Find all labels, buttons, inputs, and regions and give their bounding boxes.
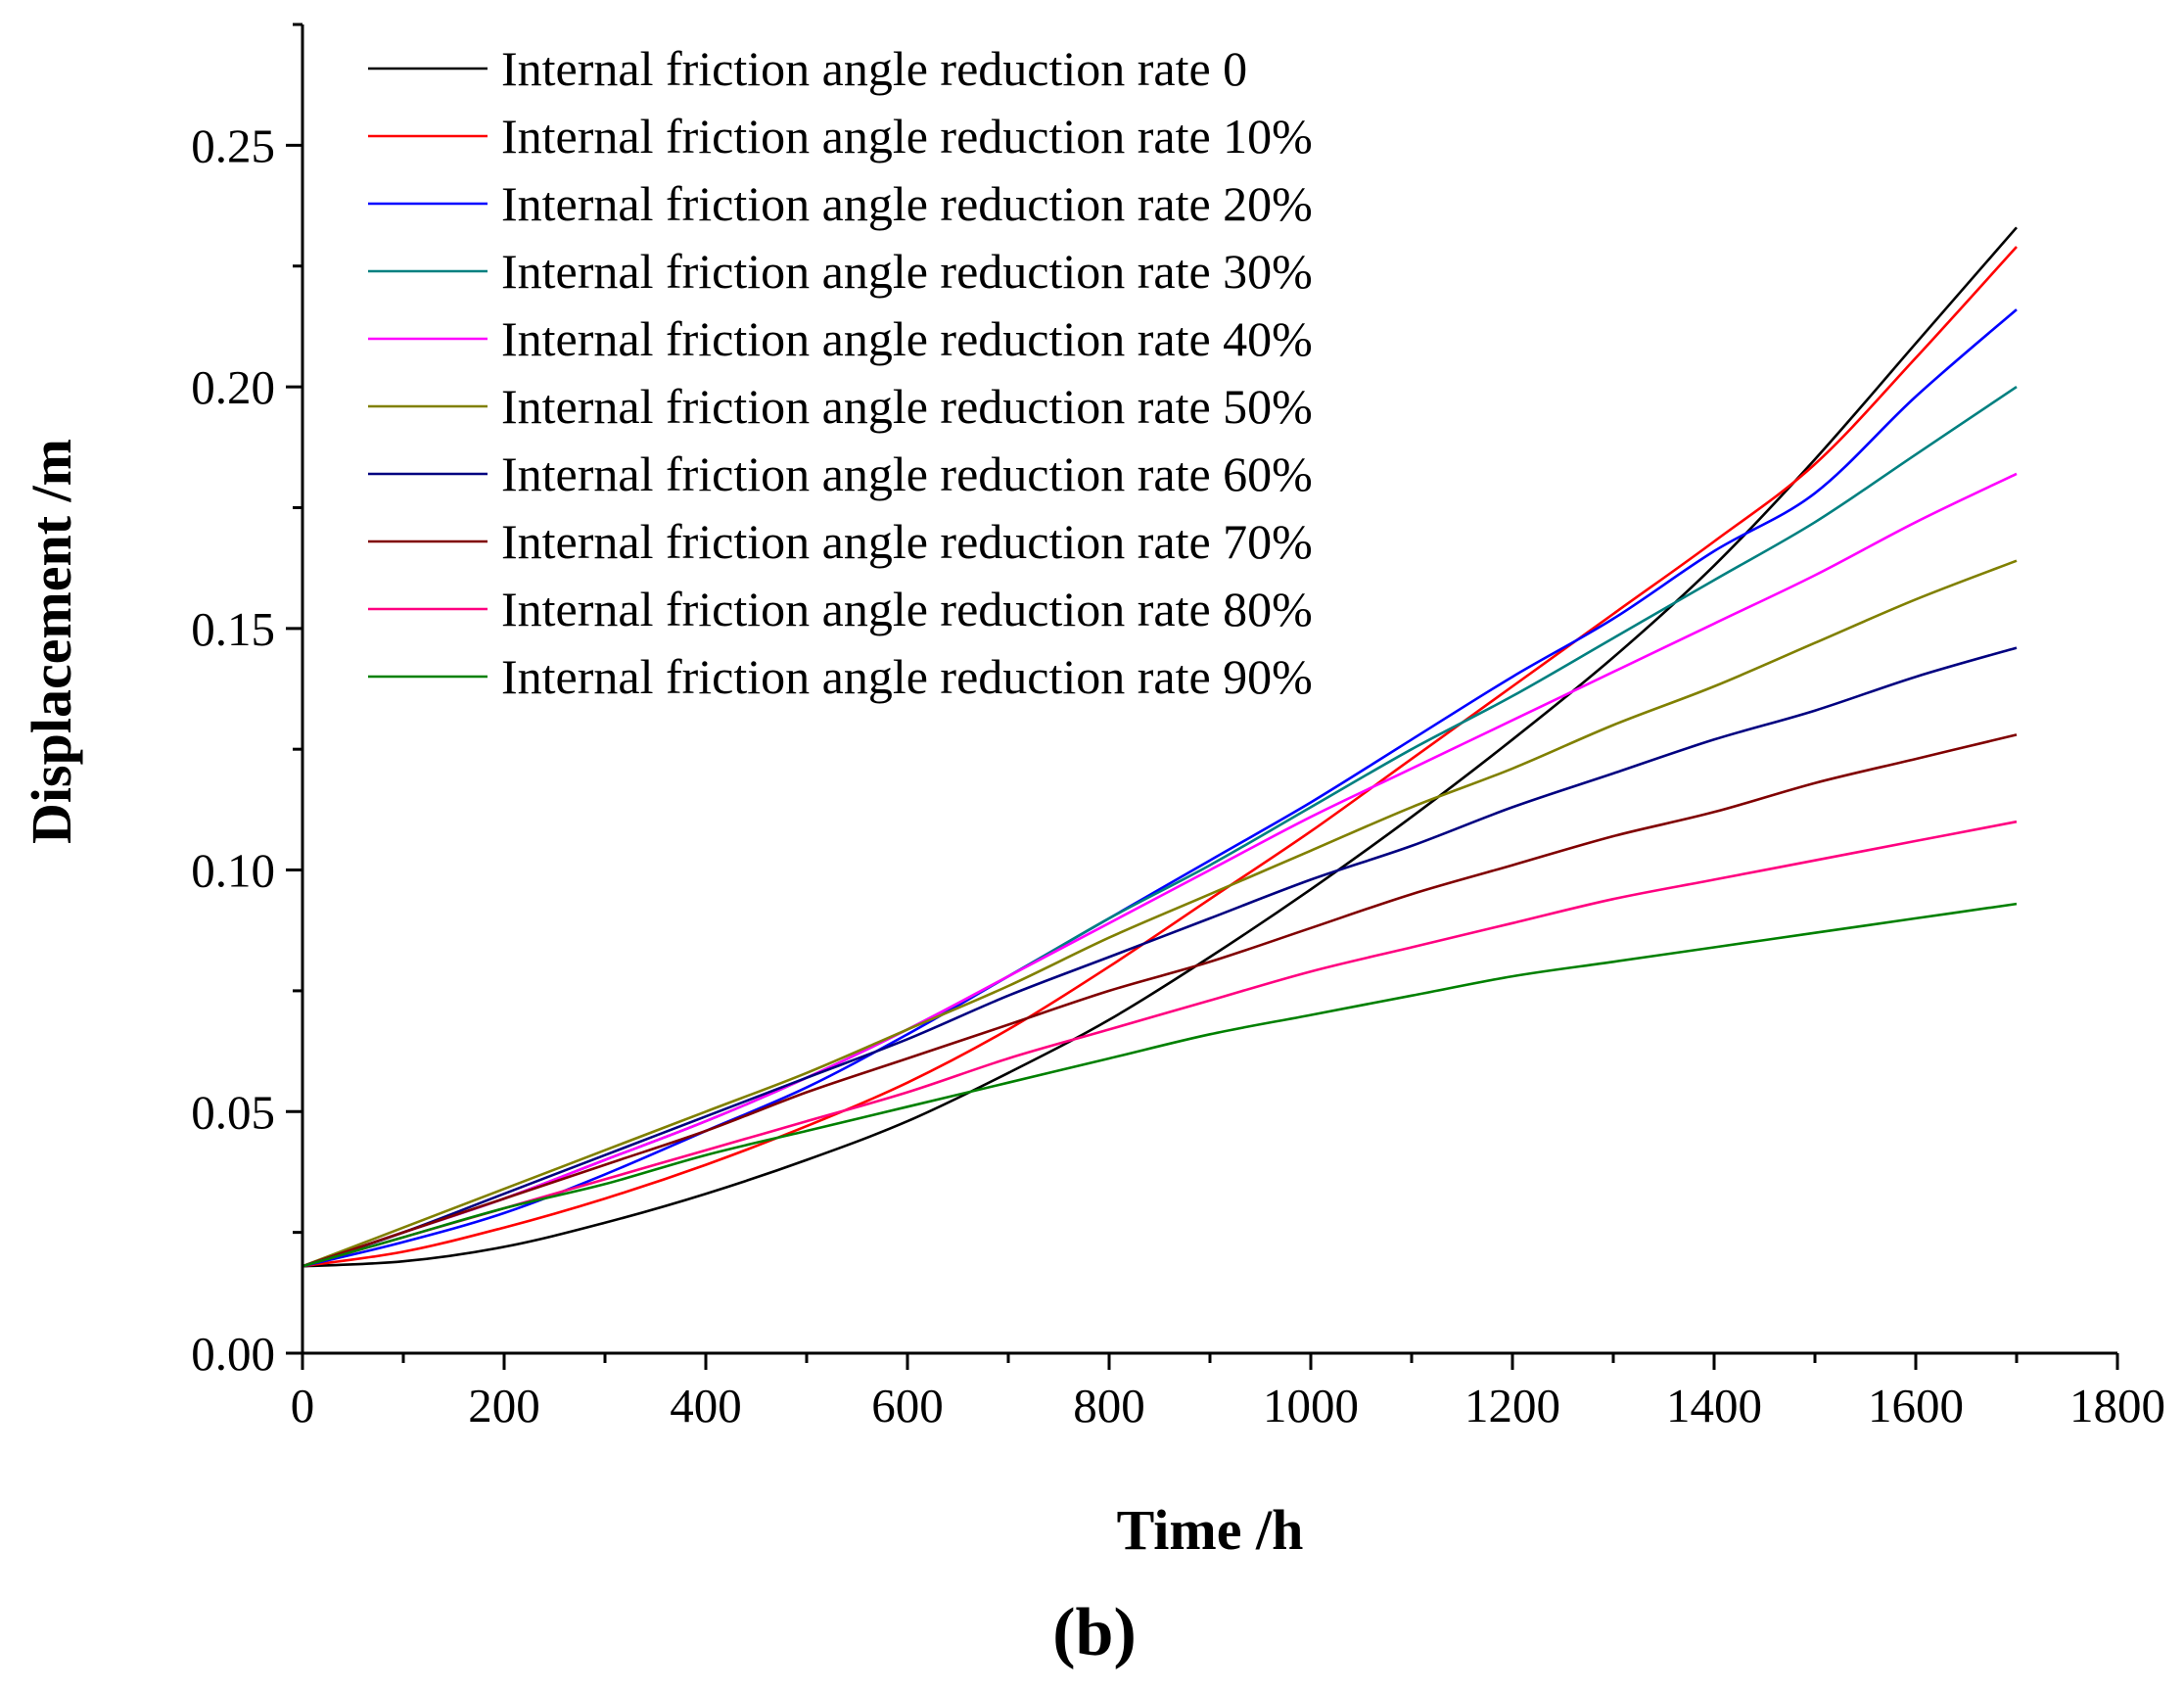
legend-label: Internal friction angle reduction rate 5… xyxy=(501,379,1313,434)
x-tick-label: 400 xyxy=(670,1379,742,1432)
panel-label: (b) xyxy=(1052,1595,1137,1670)
y-axis-title: Displacement /m xyxy=(20,439,83,844)
x-tick-label: 1400 xyxy=(1666,1379,1762,1432)
series-line-2 xyxy=(302,308,2018,1268)
x-tick-label: 200 xyxy=(468,1379,540,1432)
series-line-7 xyxy=(302,733,2018,1268)
legend-label: Internal friction angle reduction rate 8… xyxy=(501,582,1313,636)
x-tick-label: 1800 xyxy=(2069,1379,2165,1432)
legend-label: Internal friction angle reduction rate 4… xyxy=(501,311,1313,366)
x-tick-label: 800 xyxy=(1073,1379,1145,1432)
plot-lines xyxy=(302,226,2018,1268)
axes: 0 200 400 600 800 1000 1200 1400 1600 1800 0.00 0.0… xyxy=(191,23,2165,1432)
series-line-8 xyxy=(302,820,2018,1268)
legend-label: Internal friction angle reduction rate 9… xyxy=(501,649,1313,704)
x-tick-label: 1600 xyxy=(1868,1379,1964,1432)
series-line-6 xyxy=(302,646,2018,1268)
x-tick-label: 1200 xyxy=(1464,1379,1560,1432)
x-tick-label: 0 xyxy=(291,1379,315,1432)
series-line-9 xyxy=(302,902,2018,1268)
legend-label: Internal friction angle reduction rate 0 xyxy=(501,41,1247,96)
y-tick-label: 0.25 xyxy=(191,118,275,172)
legend-label: Internal friction angle reduction rate 6… xyxy=(501,446,1313,501)
y-tick-label: 0.00 xyxy=(191,1327,275,1381)
y-tick-label: 0.10 xyxy=(191,844,275,898)
series-line-4 xyxy=(302,472,2018,1268)
series-line-1 xyxy=(302,246,2018,1268)
legend: Internal friction angle reduction rate 0… xyxy=(368,41,1313,704)
legend-label: Internal friction angle reduction rate 2… xyxy=(501,176,1313,231)
y-tick-label: 0.20 xyxy=(191,360,275,414)
x-axis-title: Time /h xyxy=(1117,1498,1304,1562)
legend-label: Internal friction angle reduction rate 1… xyxy=(501,109,1313,164)
series-line-5 xyxy=(302,559,2018,1268)
legend-label: Internal friction angle reduction rate 3… xyxy=(501,244,1313,299)
y-tick-label: 0.15 xyxy=(191,602,275,656)
x-tick-label: 600 xyxy=(871,1379,944,1432)
series-line-0 xyxy=(302,226,2018,1268)
legend-label: Internal friction angle reduction rate 7… xyxy=(501,514,1313,569)
y-tick-label: 0.05 xyxy=(191,1085,275,1139)
x-tick-label: 1000 xyxy=(1263,1379,1359,1432)
